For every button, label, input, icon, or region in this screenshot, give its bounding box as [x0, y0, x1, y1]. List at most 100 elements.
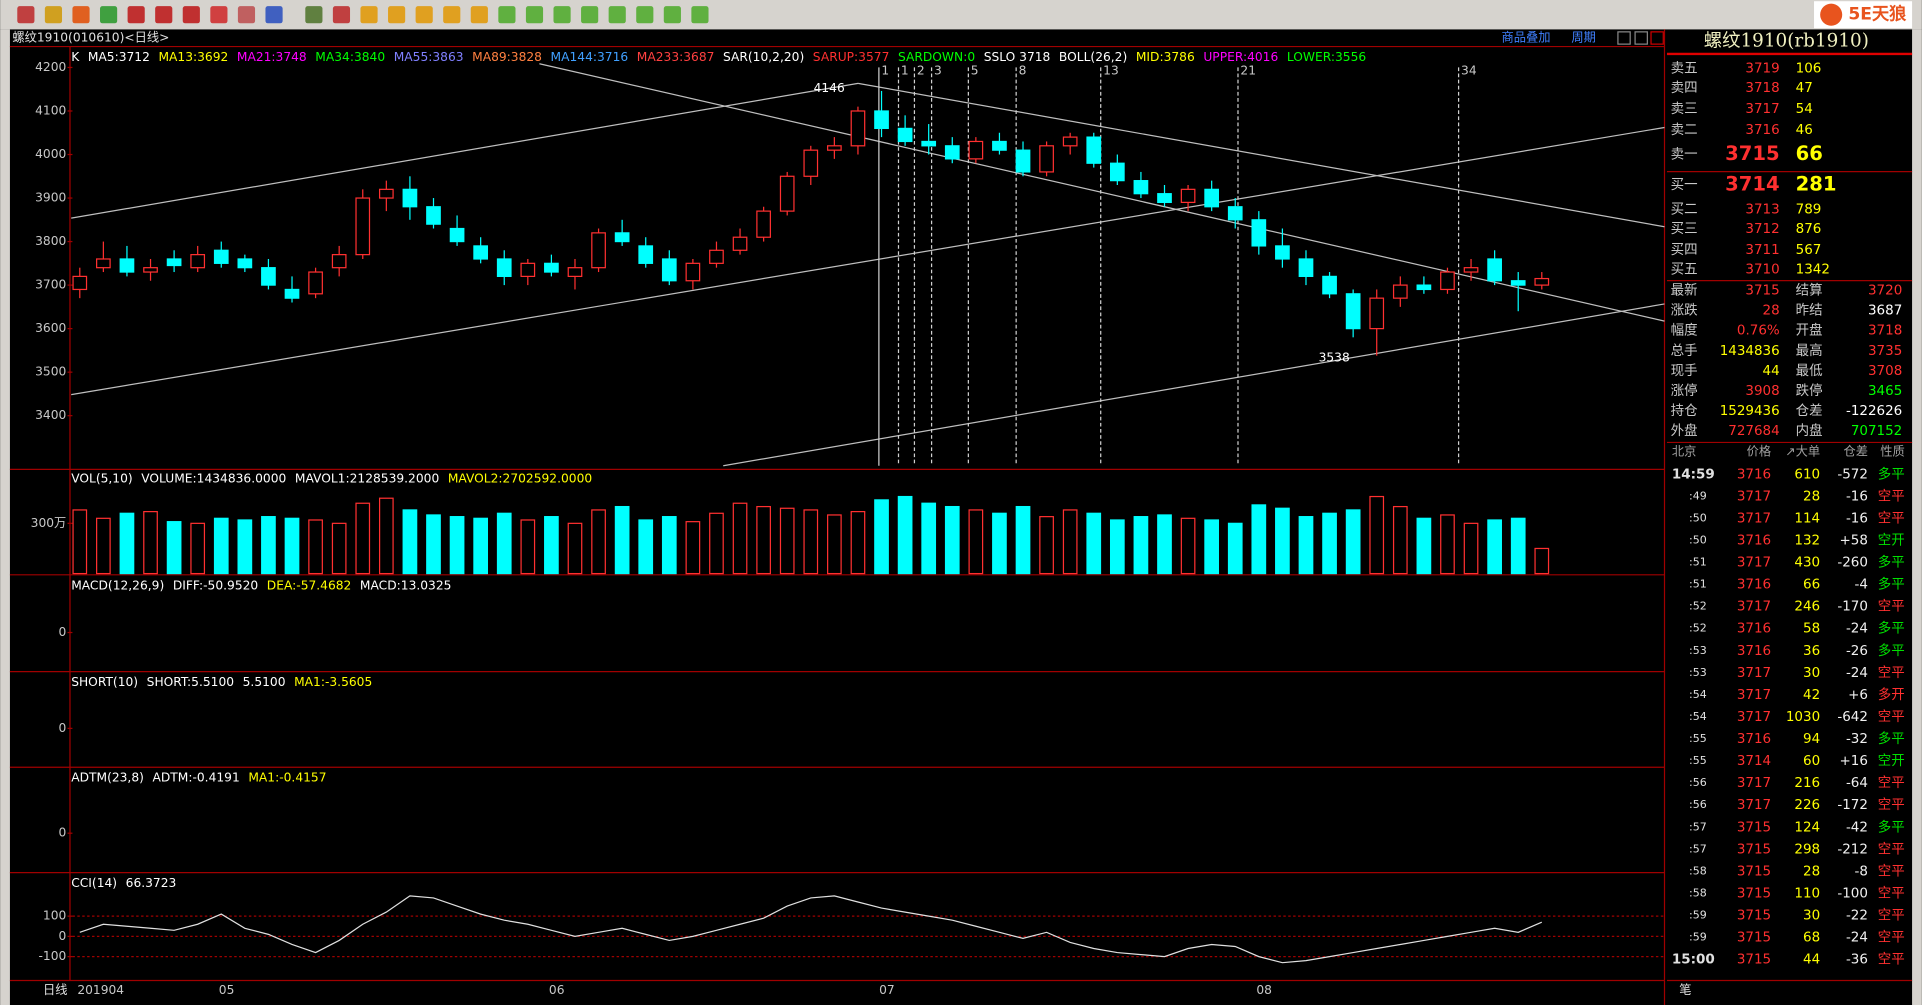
- toolbar-button[interactable]: [525, 6, 544, 24]
- tick-time: :58: [1689, 886, 1707, 899]
- volume-bar: [685, 521, 701, 575]
- toolbar-button[interactable]: [332, 6, 351, 24]
- stat-value: 3718: [1868, 323, 1902, 339]
- stat-value: 28: [1763, 303, 1780, 319]
- toolbar-button[interactable]: [636, 6, 654, 24]
- tick-diff: -642: [1837, 709, 1868, 725]
- volume-bar: [1109, 519, 1125, 575]
- volume-bar: [1227, 522, 1243, 575]
- tick-diff: -572: [1837, 466, 1868, 482]
- toolbar-button[interactable]: [691, 6, 709, 24]
- toolbar-button[interactable]: [44, 6, 63, 24]
- window-button[interactable]: [1634, 31, 1648, 45]
- tick-diff: -42: [1846, 819, 1868, 835]
- book-label: 卖一: [1671, 146, 1698, 162]
- toolbar-icons: [17, 6, 709, 24]
- indicator-label: SSLO 3718: [984, 50, 1051, 64]
- volume-bar: [119, 512, 135, 575]
- toolbar-button[interactable]: [182, 6, 200, 24]
- left-strip: [0, 29, 10, 1005]
- book-volume: 567: [1796, 242, 1822, 258]
- toolbar-button[interactable]: [127, 6, 145, 24]
- candle-body: [261, 267, 276, 286]
- toolbar-button[interactable]: [100, 6, 118, 24]
- toolbar: [0, 0, 1922, 30]
- tick-time: :52: [1689, 600, 1707, 613]
- stat-label: 最高: [1796, 342, 1823, 359]
- toolbar-button[interactable]: [498, 6, 516, 24]
- toolbar-button[interactable]: [581, 6, 599, 24]
- volume-bar: [1086, 512, 1102, 575]
- indicator-label: K: [71, 50, 80, 64]
- stat-label: 持仓: [1671, 403, 1698, 419]
- candle-body: [1487, 258, 1502, 282]
- toolbar-button[interactable]: [415, 6, 433, 24]
- volume-bar: [331, 522, 347, 575]
- tick-nature: 空平: [1878, 841, 1905, 857]
- stat-label: 最新: [1671, 282, 1698, 298]
- toolbar-button[interactable]: [17, 6, 35, 24]
- indicator-label: 5.5100: [243, 675, 286, 689]
- indicator-label: MAVOL1:2128539.2000: [295, 472, 439, 486]
- window-button[interactable]: [1650, 31, 1664, 45]
- footer-tab[interactable]: 笔: [1679, 982, 1691, 997]
- toolbar-button[interactable]: [388, 6, 406, 24]
- toolbar-button[interactable]: [237, 6, 256, 24]
- tick-price: 3715: [1737, 885, 1771, 901]
- tick-volume: 28: [1803, 863, 1820, 879]
- indicator-label: SHORT:5.5100: [147, 675, 234, 689]
- toolbar-button[interactable]: [72, 6, 90, 24]
- volume-bar: [261, 516, 276, 575]
- candle-body: [1251, 219, 1267, 247]
- tick-time: :53: [1689, 666, 1707, 679]
- fib-label: 2: [917, 64, 925, 78]
- toolbar-button[interactable]: [553, 6, 571, 24]
- indicator-label: MA55:3863: [394, 50, 464, 64]
- tick-nature: 空平: [1878, 930, 1905, 946]
- toolbar-button[interactable]: [443, 6, 461, 24]
- x-tick-label: 06: [549, 983, 565, 997]
- toolbar-button[interactable]: [663, 6, 681, 24]
- toolbar-button[interactable]: [155, 6, 173, 24]
- candle-body: [1416, 284, 1432, 291]
- window-button[interactable]: [1617, 31, 1631, 45]
- toolbar-button[interactable]: [210, 6, 228, 24]
- toolbar-button[interactable]: [470, 6, 488, 24]
- candle-body: [1275, 245, 1290, 260]
- book-label: 买四: [1671, 242, 1698, 258]
- tick-time: :52: [1689, 622, 1707, 635]
- toolbar-button[interactable]: [360, 6, 378, 24]
- tick-volume: 430: [1794, 555, 1820, 571]
- tab[interactable]: 周期: [1571, 30, 1595, 44]
- candle-body: [378, 188, 394, 199]
- tick-time: :56: [1689, 776, 1707, 789]
- tick-time: :53: [1689, 644, 1707, 657]
- volume-bar: [1039, 516, 1054, 575]
- window-title: 螺纹1910(010610)<日线>: [12, 30, 169, 44]
- fib-label: 21: [1240, 64, 1256, 78]
- volume-bar: [1369, 495, 1385, 575]
- toolbar-button[interactable]: [305, 6, 323, 24]
- toolbar-button[interactable]: [265, 6, 283, 24]
- tick-time: :50: [1689, 533, 1707, 546]
- candle-body: [426, 206, 441, 225]
- tab[interactable]: 商品叠加: [1501, 29, 1550, 44]
- tick-volume: 68: [1803, 930, 1820, 946]
- stat-value: 727684: [1728, 423, 1779, 439]
- y-tick-label: 4000: [35, 147, 66, 161]
- tick-price: 3717: [1737, 775, 1771, 791]
- tick-diff: -8: [1855, 863, 1868, 879]
- candle-body: [1534, 277, 1550, 286]
- indicator-label: VOLUME:1434836.0000: [141, 472, 286, 486]
- volume-bar: [1157, 514, 1172, 575]
- stat-label: 涨跌: [1671, 303, 1698, 319]
- volume-bar: [661, 516, 677, 575]
- tick-volume: 28: [1803, 488, 1820, 504]
- toolbar-button[interactable]: [608, 6, 626, 24]
- candle-body: [544, 262, 559, 273]
- volume-bar: [1180, 517, 1196, 575]
- volume-bar: [496, 512, 512, 575]
- volume-bar: [1015, 505, 1031, 575]
- candle-body: [1180, 188, 1196, 204]
- tick-header: 北京: [1672, 445, 1696, 459]
